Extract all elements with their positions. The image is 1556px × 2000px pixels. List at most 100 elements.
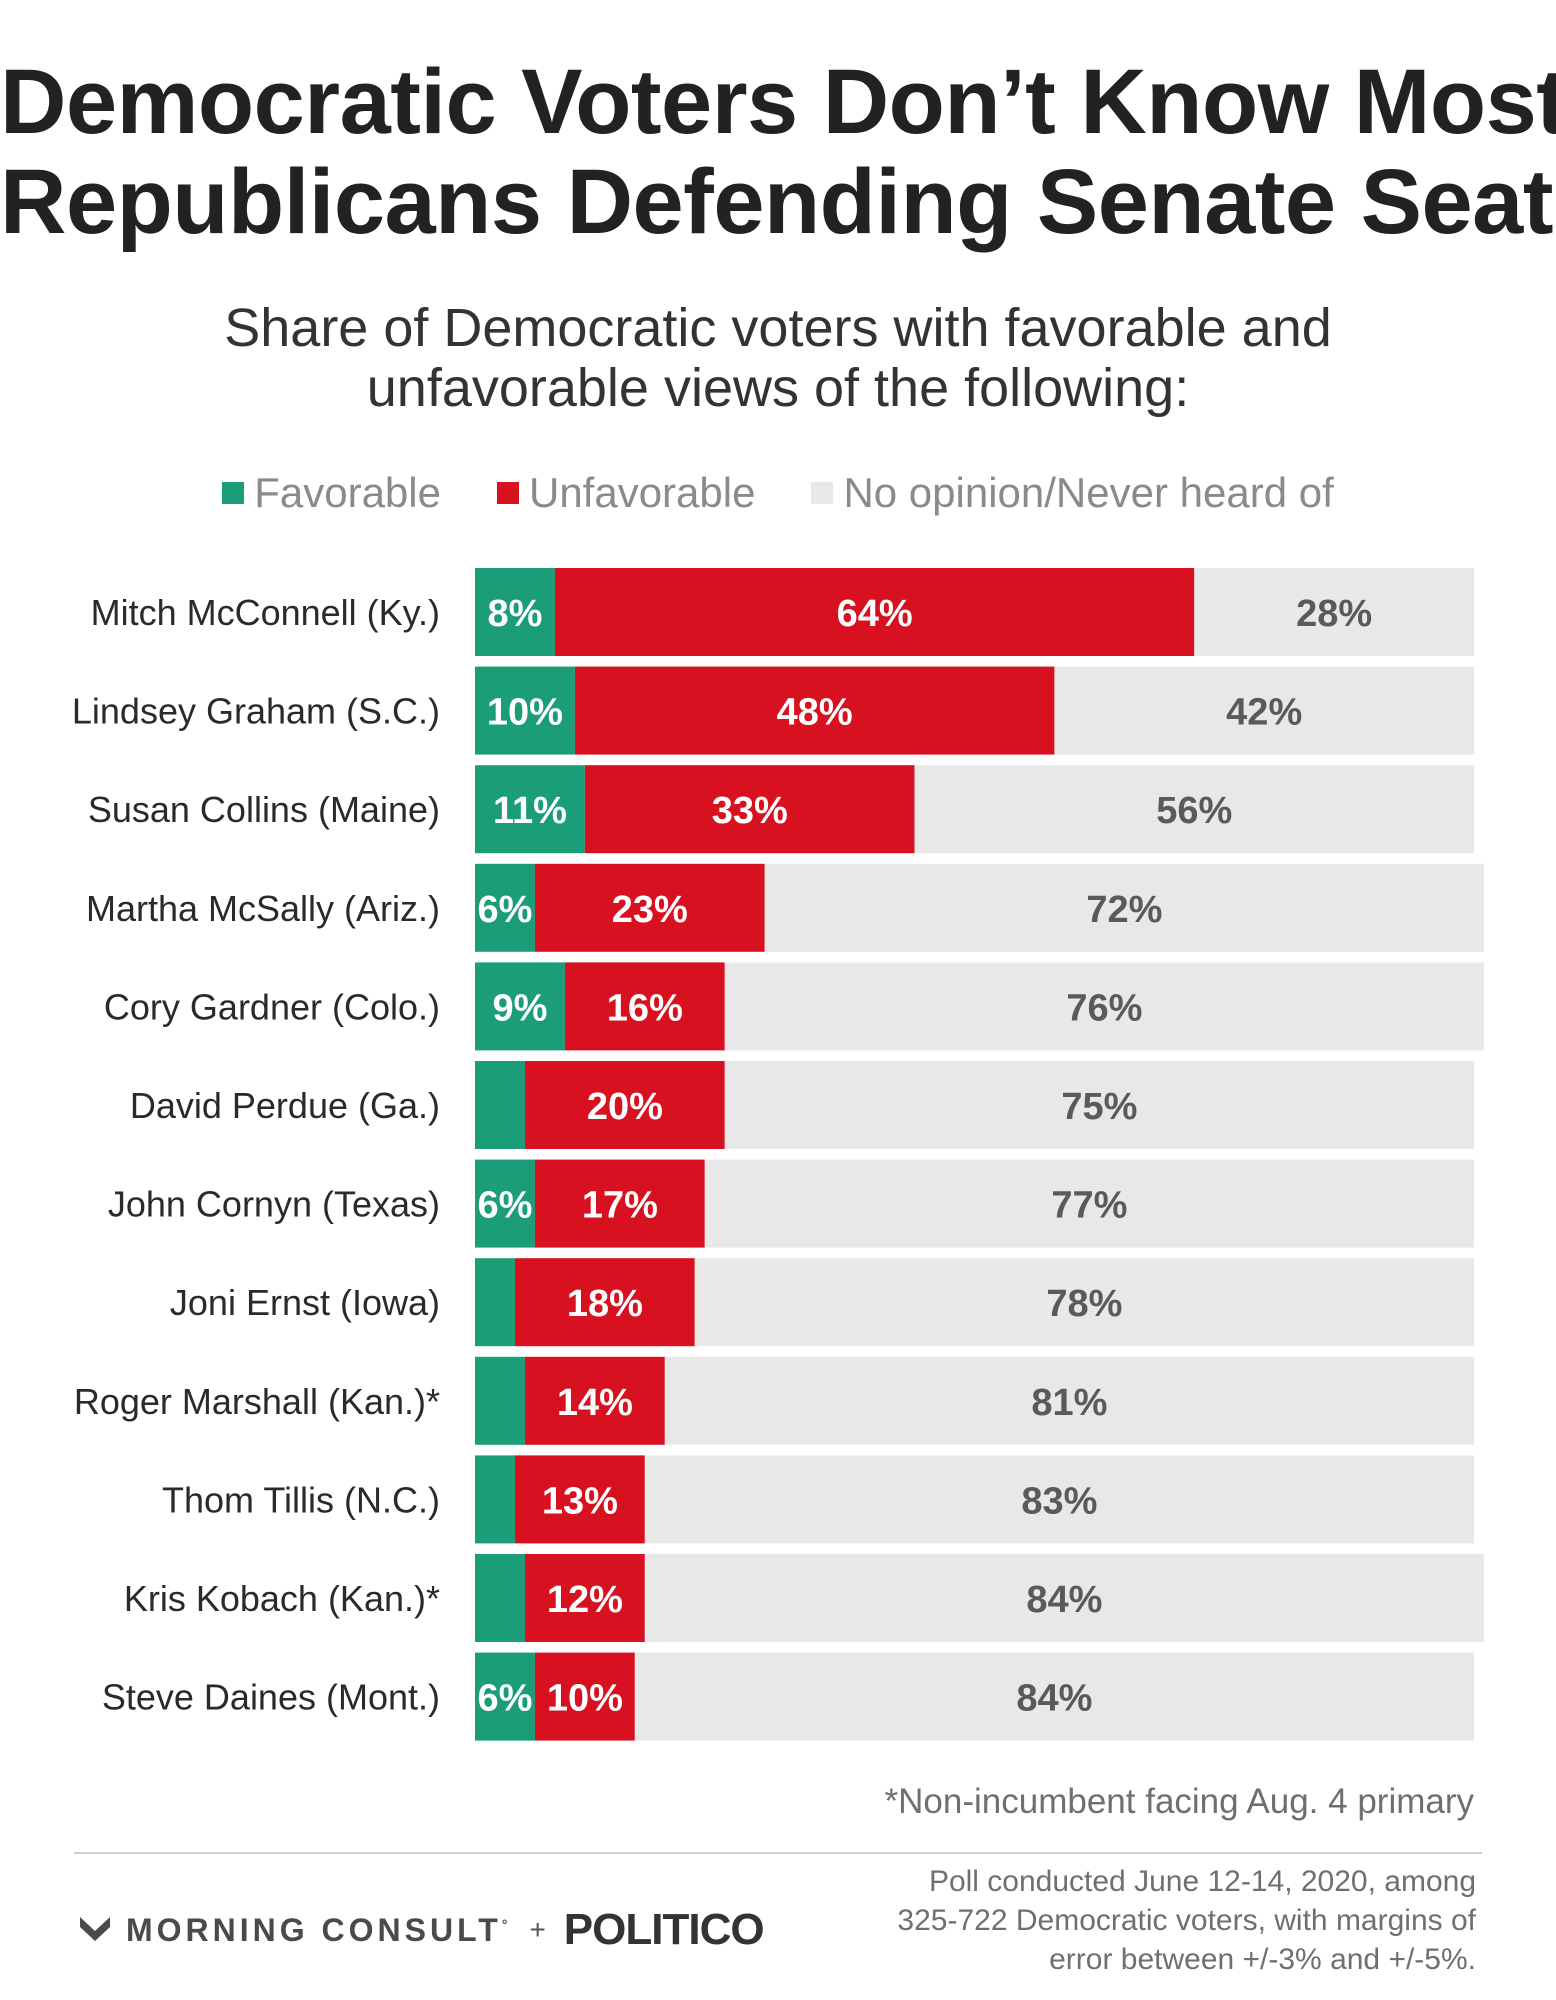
- divider: [74, 1852, 1482, 1854]
- bar-segment-favorable: [475, 863, 535, 952]
- data-label: 8%: [487, 593, 542, 635]
- data-label: 11%: [493, 790, 567, 832]
- bar-segment-unfavorable: [554, 568, 1195, 656]
- data-label: 18%: [567, 1283, 643, 1325]
- bar-segment-favorable: [475, 1554, 525, 1642]
- source-line: Poll conducted June 12-14, 2020, among: [928, 1865, 1476, 1898]
- data-label: 6%: [478, 889, 533, 931]
- bar-segment-favorable: [475, 1652, 535, 1741]
- data-label: 64%: [837, 593, 913, 635]
- data-label: 9%: [492, 987, 547, 1029]
- bar-segment-favorable: [475, 666, 575, 755]
- footnote: *Non-incumbent facing Aug. 4 primary: [884, 1782, 1474, 1821]
- data-label: 6%: [478, 1678, 533, 1720]
- data-label: 20%: [587, 1086, 663, 1128]
- legend-label-favorable: Favorable: [254, 469, 441, 516]
- data-label: 78%: [1046, 1283, 1122, 1325]
- data-label: 48%: [777, 692, 853, 734]
- row-label: Susan Collins (Maine): [88, 789, 440, 830]
- chart-title: Democratic Voters Don’t Know Most Republ…: [0, 52, 1556, 252]
- bar-segment-unfavorable: [514, 1455, 645, 1544]
- morning-consult-text: MORNING CONSULT: [126, 1911, 502, 1948]
- data-label: 72%: [1086, 889, 1162, 931]
- data-label: 56%: [1156, 790, 1232, 832]
- data-label: 10%: [547, 1678, 623, 1720]
- brand-logos: MORNING CONSULT° + POLITICO: [78, 1905, 765, 1955]
- bar-segment-unfavorable: [534, 863, 765, 952]
- brand-plus: +: [529, 1914, 546, 1945]
- bar-segment-no-opinion: [914, 765, 1474, 854]
- source-line: error between +/-3% and +/-5%.: [1049, 1943, 1476, 1976]
- row-label: Mitch McConnell (Ky.): [91, 592, 440, 633]
- data-label: 12%: [547, 1579, 623, 1621]
- data-label: 14%: [557, 1382, 633, 1424]
- bar-segment-favorable: [475, 1356, 525, 1445]
- data-label: 77%: [1051, 1185, 1127, 1227]
- row-label: Cory Gardner (Colo.): [104, 986, 440, 1027]
- legend-label-unfavorable: Unfavorable: [528, 469, 756, 516]
- bar-segment-unfavorable: [574, 666, 1055, 755]
- bar-segment-no-opinion: [724, 962, 1484, 1051]
- bar-segment-unfavorable: [514, 1258, 695, 1347]
- row-label: David Perdue (Ga.): [130, 1085, 440, 1126]
- data-label: 16%: [607, 987, 683, 1029]
- bar-segment-no-opinion: [634, 1652, 1474, 1741]
- bar-segment-no-opinion: [1194, 568, 1474, 656]
- data-label: 33%: [712, 790, 788, 832]
- data-label: 13%: [542, 1480, 618, 1522]
- data-label: 23%: [612, 889, 688, 931]
- data-label: 76%: [1066, 987, 1142, 1029]
- bar-segment-unfavorable: [524, 1356, 665, 1445]
- data-label: 84%: [1026, 1579, 1102, 1621]
- data-label: 81%: [1031, 1382, 1107, 1424]
- bar-segment-favorable: [475, 1061, 525, 1149]
- bar-segment-unfavorable: [584, 765, 915, 854]
- data-label: 75%: [1061, 1086, 1137, 1128]
- data-label: 84%: [1016, 1678, 1092, 1720]
- chart-title-line1: Democratic Voters Don’t Know Most: [0, 51, 1556, 153]
- bar-segment-no-opinion: [664, 1356, 1474, 1445]
- row-label: John Cornyn (Texas): [108, 1184, 440, 1225]
- bar-segment-favorable: [475, 765, 585, 854]
- bar-segment-unfavorable: [564, 962, 725, 1051]
- bar-segment-favorable: [475, 1455, 515, 1544]
- row-label: Thom Tillis (N.C.): [162, 1479, 440, 1520]
- row-label: Joni Ernst (Iowa): [170, 1282, 440, 1323]
- bar-segment-favorable: [475, 568, 555, 656]
- legend-swatch-no-opinion: [811, 482, 834, 504]
- legend: Favorable Unfavorable No opinion/Never h…: [0, 468, 1556, 518]
- bar-segment-unfavorable: [534, 1159, 705, 1248]
- legend-item-unfavorable: Unfavorable: [496, 468, 756, 518]
- bar-segment-favorable: [475, 1159, 535, 1248]
- chart-subtitle-line1: Share of Democratic voters with favorabl…: [224, 298, 1332, 358]
- legend-label-no-opinion: No opinion/Never heard of: [843, 469, 1334, 516]
- bar-segment-favorable: [475, 962, 565, 1051]
- data-label: 17%: [582, 1185, 658, 1227]
- row-label: Lindsey Graham (S.C.): [72, 691, 440, 732]
- data-label: 6%: [478, 1185, 533, 1227]
- data-label: 42%: [1226, 692, 1302, 734]
- source-line: 325-722 Democratic voters, with margins …: [897, 1904, 1476, 1937]
- legend-item-favorable: Favorable: [222, 468, 441, 518]
- row-label: Steve Daines (Mont.): [102, 1677, 440, 1718]
- politico-wordmark: POLITICO: [563, 1905, 765, 1954]
- registered-mark: °: [501, 1915, 508, 1932]
- bar-segment-no-opinion: [694, 1258, 1474, 1347]
- morning-consult-logo-icon: [80, 1917, 110, 1941]
- bar-segment-unfavorable: [524, 1061, 725, 1149]
- bar-segment-favorable: [475, 1258, 515, 1347]
- morning-consult-wordmark: MORNING CONSULT°: [126, 1912, 507, 1949]
- row-label: Kris Kobach (Kan.)*: [124, 1578, 440, 1619]
- source-note: Poll conducted June 12-14, 2020, among 3…: [856, 1862, 1476, 1979]
- row-label: Martha McSally (Ariz.): [86, 888, 440, 929]
- row-label: Roger Marshall (Kan.)*: [74, 1381, 440, 1422]
- stacked-bar-chart: Mitch McConnell (Ky.) 8% 64% 28% Lindsey Gra…: [72, 568, 1484, 1741]
- chart-subtitle-line2: unfavorable views of the following:: [366, 358, 1190, 418]
- legend-swatch-unfavorable: [496, 482, 519, 504]
- chart-subtitle: Share of Democratic voters with favorabl…: [0, 298, 1556, 418]
- chart-title-line2: Republicans Defending Senate Seats: [0, 151, 1556, 253]
- bar-segment-unfavorable: [534, 1652, 635, 1741]
- bar-segment-no-opinion: [644, 1554, 1484, 1642]
- bar-segment-no-opinion: [764, 863, 1484, 952]
- bar-segment-no-opinion: [1054, 666, 1474, 755]
